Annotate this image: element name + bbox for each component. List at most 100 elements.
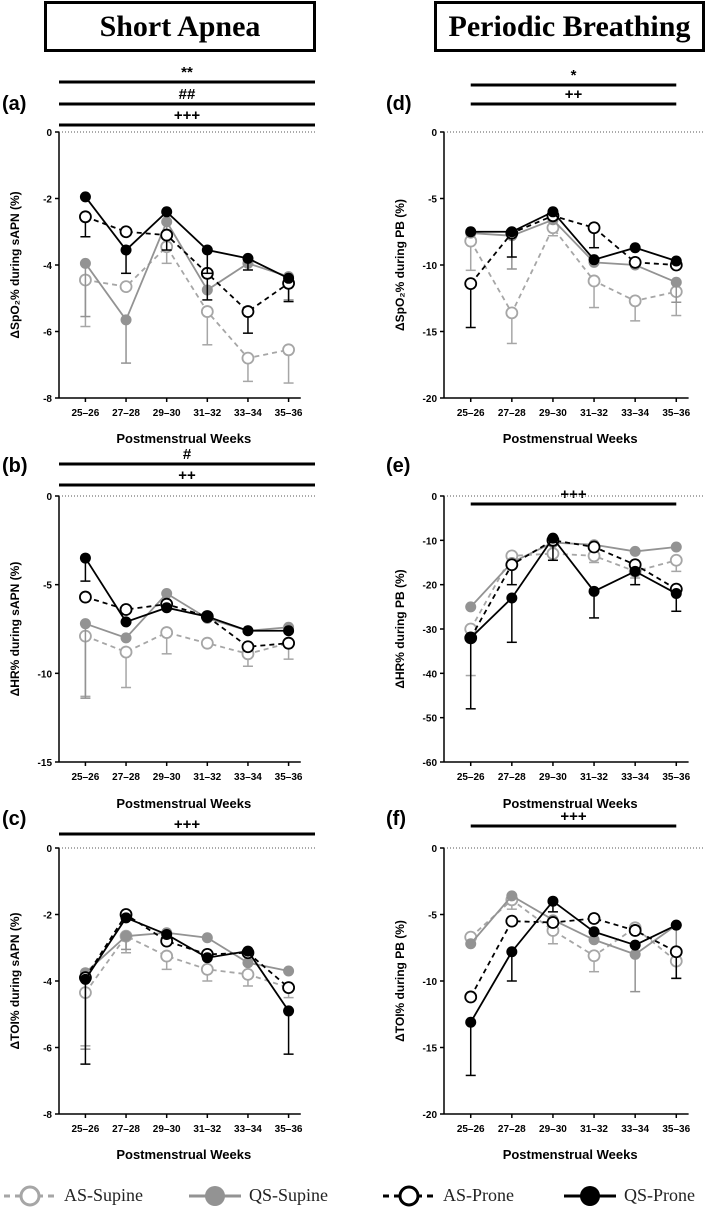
y-tick-label: -40 [423,669,438,680]
data-point [161,602,173,614]
significance-label: * [571,67,577,84]
panel-label: (b) [2,455,28,477]
y-axis-title: ΔHR% during sAPN (%) [8,562,22,697]
y-tick-label: -10 [423,261,438,272]
x-tick-label: 25–26 [72,1124,100,1135]
periodic-breathing-header: Periodic Breathing [434,1,705,52]
y-tick-label: -5 [428,195,437,206]
series-line [470,894,677,956]
x-tick-label: 35–36 [662,772,690,783]
data-point [670,919,682,931]
y-tick-label: -50 [423,714,438,725]
data-point [79,973,91,985]
data-point [79,210,92,224]
data-point [628,924,642,937]
data-point [120,314,132,326]
data-point [201,932,213,944]
significance-label: ++ [565,86,583,103]
data-point [282,636,295,650]
data-point [161,588,173,600]
y-axis-title: ΔSpO₂% during sAPN (%) [8,191,22,338]
panel-b: (b) # ++ 0 -5 -10 -15 25–26 27–28 29–30 31–32 33–34… [2,446,315,811]
data-point [161,216,173,228]
series-as-supine [464,893,683,980]
panel-a: (a) ** ## +++ 0 -2 -4 -6 -8 25–26 27–28 29–30 31–32 3… [2,64,315,446]
data-point [283,272,295,284]
legend-item-as-prone: AS-Prone [381,1180,514,1211]
y-tick-label: 0 [431,492,437,503]
x-tick-label: 29–30 [153,408,181,419]
series-qs-supine [79,216,295,364]
data-point [464,990,478,1004]
y-tick-label: -6 [43,328,52,339]
series-as-prone [464,533,683,645]
series-line [470,541,677,608]
y-tick-label: -60 [423,758,438,769]
data-point [79,191,91,203]
data-point [546,916,560,929]
series-line [85,631,289,655]
x-tick-label: 33–34 [621,1124,649,1135]
data-point [670,588,682,600]
x-tick-label: 33–34 [234,772,262,783]
y-axis-title: ΔTOI% during PB (%) [393,920,407,1042]
data-point [79,552,91,564]
series-qs-prone [465,206,682,267]
data-point [587,912,601,925]
legend-swatch-as-prone [383,1185,435,1206]
panel-label: (c) [2,808,26,830]
data-point [79,590,92,604]
data-point [160,626,174,639]
data-point [241,967,255,981]
data-point [119,225,133,239]
series-qs-supine [465,537,682,613]
series-line [470,536,677,639]
legend-label-as-prone: AS-Prone [443,1185,514,1205]
series-line [84,913,290,989]
data-point [506,226,518,238]
data-point [282,343,295,357]
data-point [119,645,133,659]
series-line [85,245,289,360]
y-tick-label: -8 [43,394,52,405]
series-line [84,219,289,322]
x-tick-label: 35–36 [275,1124,303,1135]
x-tick-label: 35–36 [275,408,303,419]
y-tick-label: -30 [423,625,438,636]
y-tick-label: -10 [423,536,438,547]
x-tick-label: 27–28 [112,772,140,783]
y-axis-title: ΔHR% during PB (%) [393,569,407,688]
data-point [283,1005,295,1017]
x-tick-label: 25–26 [457,408,485,419]
y-tick-label: -15 [423,328,438,339]
data-point [506,946,518,958]
short-apnea-header: Short Apnea [44,1,316,52]
data-point [628,255,642,269]
data-point [547,532,559,544]
panel-label: (f) [386,808,406,830]
data-point [201,611,213,623]
series-line [84,196,289,280]
data-point [629,565,641,577]
panel-c: (c) +++ 0 -2 -4 -6 -8 25–26 27–28 29–30 31–32 33–34… [2,808,315,1162]
series-as-prone [79,210,295,334]
data-point [120,912,132,924]
x-tick-label: 29–30 [539,772,567,783]
data-point [242,957,254,969]
x-axis-title: Postmenstrual Weeks [116,796,251,811]
x-tick-label: 31–32 [580,772,608,783]
x-tick-label: 31–32 [580,1124,608,1135]
series-as-prone [464,912,683,1004]
data-point [242,252,254,264]
significance-label: +++ [174,816,201,833]
data-point [465,226,477,238]
figure-panels: (a) ** ## +++ 0 -2 -4 -6 -8 25–26 27–28 29–30 31–32 3… [2,64,703,1162]
significance-label: ++ [178,467,196,484]
series-qs-prone [465,532,682,710]
y-axis-title: ΔTOI% during sAPN (%) [8,912,22,1049]
series-line [84,557,289,632]
data-point [588,934,600,946]
significance-label: ** [181,64,193,81]
panel-label: (a) [2,93,26,115]
data-point [120,930,132,942]
